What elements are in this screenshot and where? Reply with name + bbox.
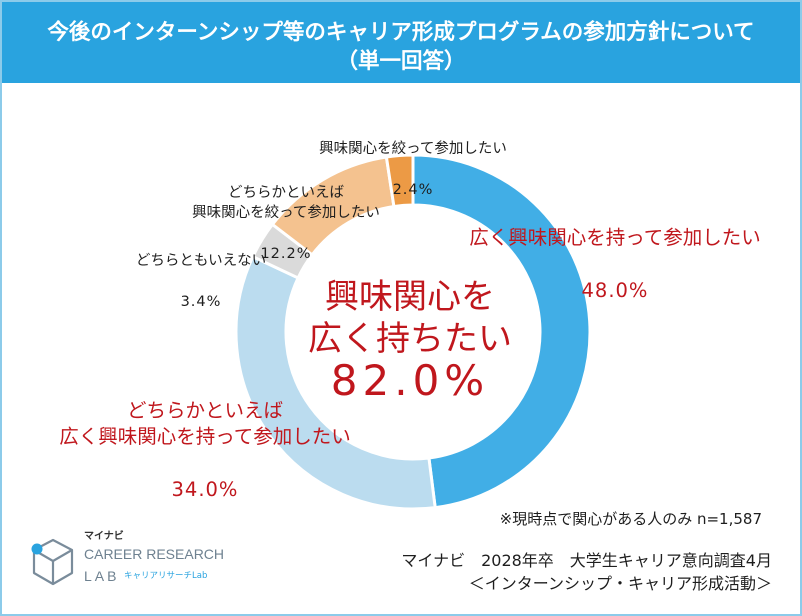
chart-title: 今後のインターンシップ等のキャリア形成プログラムの参加方針について — [47, 20, 755, 45]
source-line-2: ＜インターンシップ・キャリア形成活動＞ — [468, 574, 772, 593]
logo-brand: マイナビ — [84, 531, 124, 542]
label-segment-focused-interest: 興味関心を絞って参加したい 2.4% — [303, 118, 523, 221]
career-research-lab-logo: マイナビ CAREER RESEARCH LAB キャリアリサーチLab — [28, 528, 238, 594]
value-label: 48.0% — [581, 278, 649, 302]
category-label: どちらかといえば 興味関心を絞って参加したい — [192, 184, 380, 222]
center-line-1: 興味関心を — [325, 277, 495, 317]
title-banner: 今後のインターンシップ等のキャリア形成プログラムの参加方針について （単一回答） — [2, 2, 800, 83]
sample-footnote: ※現時点で関心がある人のみ n=1,587 — [499, 510, 762, 528]
label-segment-broad-interest: 広く興味関心を持って参加したい 48.0% — [455, 198, 775, 331]
category-label: 広く興味関心を持って参加したい — [469, 225, 761, 249]
value-label: 12.2% — [260, 246, 312, 262]
category-label: 興味関心を絞って参加したい — [319, 140, 507, 157]
source-citation: マイナビ 2028年卒 大学生キャリア意向調査4月 ＜インターンシップ・キャリア… — [401, 549, 772, 595]
value-label: 34.0% — [171, 478, 239, 501]
logo-name-line-2: LAB — [84, 568, 120, 584]
source-line-1: マイナビ 2028年卒 大学生キャリア意向調査4月 — [401, 551, 772, 570]
center-line-2: 広く持ちたい — [308, 319, 512, 359]
value-label: 3.4% — [180, 293, 222, 310]
chart-subtitle: （単一回答） — [336, 49, 466, 74]
donut-center-annotation: 興味関心を 広く持ちたい 82.0% — [280, 276, 540, 402]
logo-tagline: キャリアリサーチLab — [124, 571, 208, 581]
category-label: どちらかといえば 広く興味関心を持って参加したい — [59, 398, 351, 449]
cube-dot — [31, 543, 43, 555]
label-segment-neutral: どちらともいえない 3.4% — [126, 230, 276, 333]
label-segment-somewhat-broad-interest: どちらかといえば 広く興味関心を持って参加したい 34.0% — [45, 371, 365, 530]
center-total-percent: 82.0% — [330, 356, 490, 405]
cube-icon — [31, 538, 74, 586]
label-segment-somewhat-focused-interest: どちらかといえば 興味関心を絞って参加したい 12.2% — [181, 162, 391, 285]
category-label: どちらともいえない — [135, 252, 267, 269]
logo-name-line-1: CAREER RESEARCH — [84, 546, 225, 562]
value-label: 2.4% — [392, 181, 434, 198]
